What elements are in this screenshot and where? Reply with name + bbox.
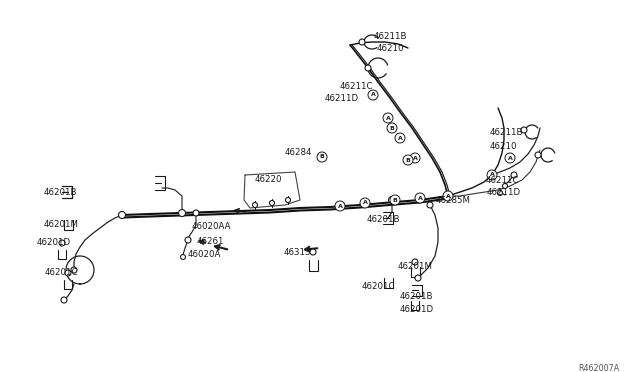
Text: 46201D: 46201D	[400, 305, 434, 314]
Circle shape	[269, 201, 275, 205]
Text: A: A	[508, 155, 513, 160]
Text: 46201D: 46201D	[37, 238, 71, 247]
Text: A: A	[337, 203, 342, 208]
Text: B: B	[406, 157, 410, 163]
Circle shape	[335, 201, 345, 211]
Circle shape	[180, 254, 186, 260]
Text: B: B	[392, 198, 397, 202]
Text: 46020AA: 46020AA	[192, 222, 232, 231]
Text: A: A	[371, 93, 376, 97]
Text: B: B	[319, 154, 324, 160]
Text: R462007A: R462007A	[578, 364, 620, 372]
Text: 46210: 46210	[490, 142, 518, 151]
Circle shape	[285, 198, 291, 202]
Circle shape	[365, 65, 371, 71]
Circle shape	[383, 113, 393, 123]
Text: 46211B: 46211B	[374, 32, 408, 41]
Circle shape	[71, 267, 77, 273]
Text: 46201C: 46201C	[45, 268, 79, 277]
Circle shape	[119, 212, 125, 218]
Text: 46201B: 46201B	[367, 215, 401, 224]
Circle shape	[535, 152, 541, 158]
Circle shape	[368, 90, 378, 100]
Circle shape	[403, 155, 413, 165]
Circle shape	[412, 259, 418, 265]
Circle shape	[427, 202, 433, 208]
Circle shape	[61, 297, 67, 303]
Circle shape	[193, 210, 199, 216]
Circle shape	[505, 153, 515, 163]
Circle shape	[415, 193, 425, 203]
Circle shape	[253, 202, 257, 208]
Text: A: A	[385, 115, 390, 121]
Circle shape	[395, 133, 405, 143]
Text: 46284: 46284	[285, 148, 312, 157]
Text: 46285M: 46285M	[436, 196, 471, 205]
Text: 46201M: 46201M	[44, 220, 79, 229]
Text: 46211C: 46211C	[340, 82, 374, 91]
Text: 46201B: 46201B	[44, 188, 77, 197]
Text: 46211D: 46211D	[487, 188, 521, 197]
Circle shape	[185, 237, 191, 243]
Circle shape	[388, 196, 396, 203]
Circle shape	[359, 39, 365, 45]
Text: A: A	[490, 173, 495, 177]
Text: A: A	[445, 193, 451, 199]
Text: A: A	[363, 201, 367, 205]
Circle shape	[497, 190, 502, 196]
Text: 46211B: 46211B	[490, 128, 524, 137]
Circle shape	[59, 240, 65, 246]
Text: 46020A: 46020A	[188, 250, 221, 259]
Circle shape	[390, 195, 400, 205]
Circle shape	[502, 183, 508, 189]
Text: 46261: 46261	[197, 237, 225, 246]
Text: 46313: 46313	[284, 248, 312, 257]
Text: 46201C: 46201C	[362, 282, 396, 291]
Text: 46220: 46220	[255, 175, 282, 184]
Circle shape	[410, 153, 420, 163]
Text: 46201B: 46201B	[400, 292, 433, 301]
Circle shape	[360, 198, 370, 208]
Circle shape	[118, 212, 125, 218]
Text: A: A	[417, 196, 422, 201]
Circle shape	[65, 270, 71, 276]
Text: A: A	[397, 135, 403, 141]
Circle shape	[179, 209, 186, 217]
Circle shape	[415, 275, 421, 281]
Text: 46210: 46210	[377, 44, 404, 53]
Circle shape	[317, 152, 327, 162]
Circle shape	[387, 123, 397, 133]
Circle shape	[443, 191, 453, 201]
Text: B: B	[390, 125, 394, 131]
Circle shape	[511, 172, 517, 178]
Text: A: A	[413, 155, 417, 160]
Text: 46211D: 46211D	[325, 94, 359, 103]
Circle shape	[310, 249, 316, 255]
Circle shape	[521, 127, 527, 133]
Circle shape	[487, 170, 497, 180]
Text: 46201M: 46201M	[398, 262, 433, 271]
Text: 46211C: 46211C	[486, 176, 520, 185]
